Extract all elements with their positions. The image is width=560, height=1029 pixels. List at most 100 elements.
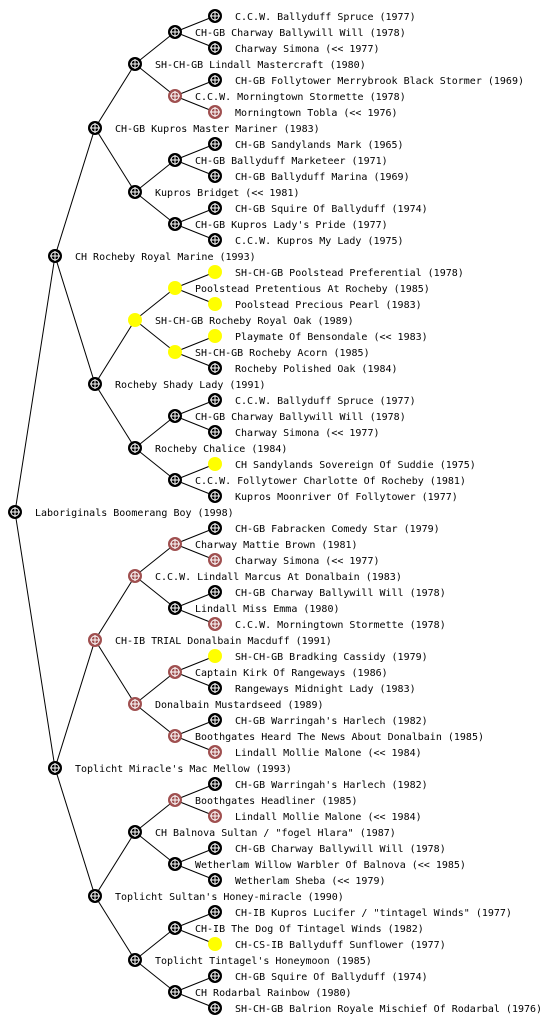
edge [134,287,176,321]
node: Wetherlam Sheba (<< 1979) [208,873,386,887]
node-dot [208,649,222,663]
node-label: CH-IB TRIAL Donalbain Macduff (1991) [115,636,332,647]
node-label: Toplicht Tintagel's Honeymoon (1985) [155,956,372,967]
node: CH-GB Ballyduff Marketeer (1971) [168,153,388,167]
edge [54,639,96,769]
edge [174,351,216,369]
node: Toplicht Tintagel's Honeymoon (1985) [128,953,372,967]
node-label: CH-GB Warringah's Harlech (1982) [235,716,428,727]
node: Boothgates Heard The News About Donalbai… [168,729,484,743]
edge [94,831,136,897]
node: CH Balnova Sultan / "fogel Hlara" (1987) [128,825,396,839]
node: C.C.W. Morningtown Stormette (1978) [168,89,406,103]
node: CH-CS-IB Ballyduff Sunflower (1977) [208,937,446,951]
node-label: Charway Simona (<< 1977) [235,556,380,567]
node-label: CH Balnova Sultan / "fogel Hlara" (1987) [155,828,396,839]
node: Rangeways Midnight Lady (1983) [208,681,416,695]
node: SH-CH-GB Rocheby Acorn (1985) [168,345,370,359]
node: CH-GB Follytower Merrybrook Black Storme… [208,73,524,87]
node-label: C.C.W. Lindall Marcus At Donalbain (1983… [155,572,402,583]
node-label: Lindall Miss Emma (1980) [195,604,340,615]
node-label: Laboriginals Boomerang Boy (1998) [35,508,234,519]
edge [174,463,216,481]
edge [174,863,216,881]
node-label: CH-GB Follytower Merrybrook Black Storme… [235,76,524,87]
node: CH-GB Sandylands Mark (1965) [208,137,404,151]
node: CH-GB Fabracken Comedy Star (1979) [208,521,440,535]
node-label: Lindall Mollie Malone (<< 1984) [235,748,422,759]
node: CH-GB Charway Ballywill Will (1978) [168,409,406,423]
node-dot [168,281,182,295]
edge [134,799,176,833]
node: Playmate Of Bensondale (<< 1983) [208,329,428,343]
edge [14,511,56,769]
edge [134,447,176,481]
node: Lindall Mollie Malone (<< 1984) [208,745,422,759]
node-dot [128,313,142,327]
node-label: CH-GB Charway Ballywill Will (1978) [195,412,406,423]
edge [94,639,136,705]
node: SH-CH-GB Poolstead Preferential (1978) [208,265,464,279]
edge [174,847,216,865]
edge [174,95,216,113]
edge [174,271,216,289]
node: C.C.W. Ballyduff Spruce (1977) [208,9,416,23]
node: Toplicht Sultan's Honey-miracle (1990) [88,889,344,903]
node-label: C.C.W. Morningtown Stormette (1978) [195,92,406,103]
node-label: Boothgates Headliner (1985) [195,796,358,807]
edge [174,975,216,993]
node-dot [208,457,222,471]
node-label: Rangeways Midnight Lady (1983) [235,684,416,695]
node-dot [208,297,222,311]
node: Lindall Miss Emma (1980) [168,601,340,615]
node: Charway Mattie Brown (1981) [168,537,358,551]
edge [174,15,216,33]
edge [174,287,216,305]
node-label: Rocheby Shady Lady (1991) [115,380,266,391]
node-label: CH-GB Kupros Lady's Pride (1977) [195,220,388,231]
node: SH-CH-GB Lindall Mastercraft (1980) [128,57,366,71]
node-label: CH-GB Charway Ballywill Will (1978) [235,588,446,599]
edge [134,415,176,449]
node: CH-GB Kupros Lady's Pride (1977) [168,217,388,231]
edge [14,255,56,513]
edge [174,671,216,689]
node: CH-GB Warringah's Harlech (1982) [208,777,428,791]
node-label: CH Sandylands Sovereign Of Suddie (1975) [235,460,476,471]
node-label: Toplicht Miracle's Mac Mellow (1993) [75,764,292,775]
node-label: C.C.W. Ballyduff Spruce (1977) [235,12,416,23]
edge [134,671,176,705]
edge [174,479,216,497]
node-label: C.C.W. Follytower Charlotte Of Rocheby (… [195,476,466,487]
node-label: Charway Simona (<< 1977) [235,44,380,55]
node: Poolstead Pretentious At Rocheby (1985) [168,281,430,295]
edge [174,543,216,561]
node-label: CH-CS-IB Ballyduff Sunflower (1977) [235,940,446,951]
edge [134,319,176,353]
node-label: CH-IB The Dog Of Tintagel Winds (1982) [195,924,424,935]
node-label: Poolstead Pretentious At Rocheby (1985) [195,284,430,295]
node: Charway Simona (<< 1977) [208,425,380,439]
edge [94,319,136,385]
node: CH-GB Kupros Master Mariner (1983) [88,121,320,135]
node-label: SH-CH-GB Bradking Cassidy (1979) [235,652,428,663]
edge [54,127,96,257]
node: CH Sandylands Sovereign Of Suddie (1975) [208,457,476,471]
node: Morningtown Tobla (<< 1976) [208,105,398,119]
node: Rocheby Chalice (1984) [128,441,287,455]
edge [134,703,176,737]
edge [174,911,216,929]
edge [94,63,136,129]
node: C.C.W. Morningtown Stormette (1978) [208,617,446,631]
node: C.C.W. Ballyduff Spruce (1977) [208,393,416,407]
node: Captain Kirk Of Rangeways (1986) [168,665,388,679]
node: Wetherlam Willow Warbler Of Balnova (<< … [168,857,466,871]
edge [134,927,176,961]
node-dot [168,345,182,359]
node-label: Wetherlam Willow Warbler Of Balnova (<< … [195,860,466,871]
node-label: SH-CH-GB Rocheby Acorn (1985) [195,348,370,359]
node-label: Morningtown Tobla (<< 1976) [235,108,398,119]
edge [174,159,216,177]
